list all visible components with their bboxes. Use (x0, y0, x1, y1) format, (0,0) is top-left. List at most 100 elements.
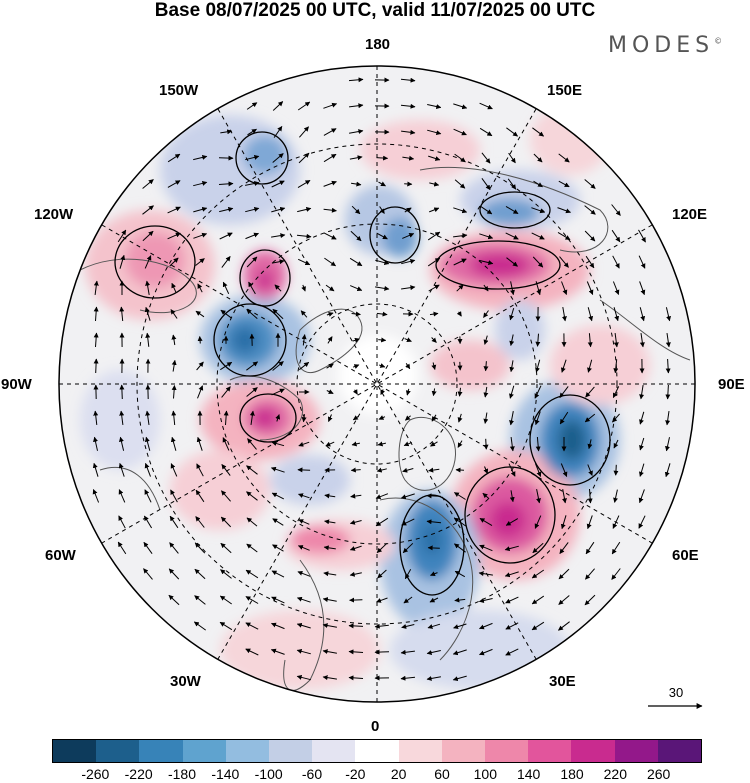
wind-vector (143, 515, 153, 529)
wind-vector (454, 570, 466, 578)
wind-vector (246, 309, 258, 319)
wind-vector (612, 413, 620, 423)
wind-vector (298, 441, 310, 447)
wind-vector (452, 675, 467, 682)
wind-vector (558, 180, 570, 188)
wind-vector (535, 436, 541, 452)
map-boundary (58, 65, 696, 703)
wind-vector (426, 493, 442, 499)
wind-vector (323, 153, 337, 163)
wind-vector (350, 493, 362, 499)
wind-vector (534, 385, 542, 399)
colorbar (52, 739, 702, 763)
wind-vector (431, 414, 437, 422)
wind-vector (587, 307, 594, 322)
wind-vector (378, 181, 386, 187)
lon-label-30e: 30E (549, 673, 576, 690)
colorbar-tick-label: 260 (646, 766, 671, 782)
wind-vector (613, 489, 619, 503)
wind-vector (93, 410, 99, 425)
wind-vector (246, 256, 258, 268)
wind-vector (377, 441, 387, 447)
wind-vector (453, 543, 466, 553)
wind-vector (431, 388, 437, 397)
wind-vector (145, 332, 151, 347)
wind-vector (479, 622, 493, 630)
wind-vector (479, 648, 493, 656)
wind-vector (246, 517, 258, 527)
wind-vector (612, 386, 620, 399)
wind-vector (300, 310, 308, 318)
wind-vector (323, 232, 337, 240)
wind-vector (534, 411, 541, 426)
wind-vector (326, 389, 334, 394)
wind-vector (374, 623, 389, 629)
wind-vector (453, 103, 468, 110)
wind-vector (118, 515, 126, 529)
wind-vector (221, 463, 231, 476)
wind-vector (375, 517, 389, 527)
wind-vector (453, 623, 467, 630)
wind-vector (402, 155, 415, 161)
wind-vector (324, 493, 336, 499)
wind-vector (584, 230, 596, 242)
wind-vector (483, 386, 489, 398)
wind-vector (247, 438, 257, 450)
colorbar-segment (441, 740, 486, 762)
colorbar-tick-label: 100 (473, 766, 498, 782)
wind-vector (664, 463, 671, 478)
wind-vector (349, 571, 362, 577)
wind-vector (171, 359, 177, 372)
wind-vector (220, 129, 233, 135)
wind-vector (272, 308, 284, 320)
wind-vector (193, 621, 206, 631)
wind-vector (352, 337, 360, 343)
wind-vector (301, 284, 306, 292)
colorbar-tick-label: -100 (254, 766, 283, 782)
wind-vector (427, 257, 441, 267)
wind-vector (220, 309, 232, 319)
wind-vector (323, 128, 337, 136)
graticule (59, 66, 695, 702)
wind-vector (218, 181, 234, 187)
wind-vector (559, 411, 569, 425)
wind-vector (533, 153, 543, 163)
wind-vector (169, 515, 179, 529)
wind-vector (509, 437, 515, 452)
wind-vector (193, 180, 208, 187)
wind-vector (560, 515, 567, 530)
wind-vector (404, 207, 412, 213)
wind-vector (479, 544, 493, 552)
wind-vector (638, 463, 645, 477)
wind-vector (587, 333, 593, 348)
wind-vector (245, 569, 259, 579)
lon-label-120w: 120W (34, 206, 74, 223)
wind-vector (452, 649, 467, 656)
map-title: Base 08/07/2025 00 UTC, valid 11/07/2025… (154, 0, 596, 21)
wind-vector (322, 649, 337, 655)
wind-vector (271, 596, 285, 604)
wind-vector (220, 542, 232, 554)
wind-vector (533, 180, 543, 188)
wind-vector (220, 361, 233, 371)
wind-vector (453, 517, 466, 527)
colorbar-segment (225, 740, 270, 762)
wind-vector (322, 623, 337, 628)
wind-vector (561, 281, 568, 295)
wind-vector (665, 307, 672, 322)
wind-vector (483, 335, 489, 345)
wind-vector (197, 283, 203, 293)
wind-vector (193, 232, 208, 239)
wind-vector (249, 410, 255, 425)
wind-vector (246, 465, 258, 475)
wind-vector (557, 207, 571, 214)
wind-vector (296, 648, 311, 655)
wind-vector (271, 492, 285, 500)
wind-vector (479, 259, 494, 266)
wind-vector (296, 674, 311, 681)
wind-vector (559, 386, 569, 399)
colorbar-tick-label: 20 (390, 766, 407, 782)
wind-vector (273, 125, 283, 138)
wind-vector (376, 597, 388, 603)
